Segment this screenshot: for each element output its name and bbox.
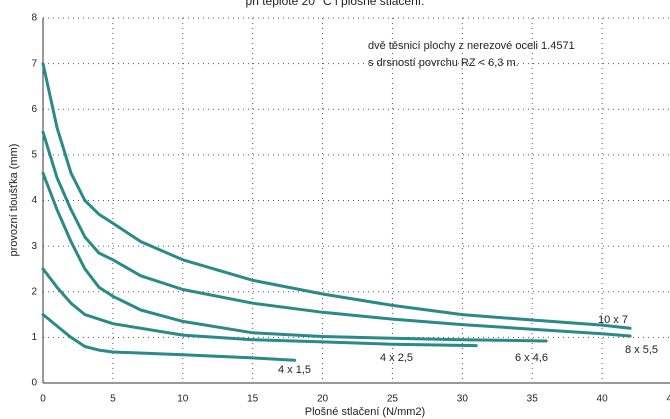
series-label: 10 x 7: [598, 314, 628, 326]
x-tick-label: 5: [110, 394, 116, 405]
y-axis-label: provozní tloušťka (mm): [8, 144, 20, 257]
x-tick-label: 10: [177, 394, 189, 405]
annotation: dvě těsnicí plochy z nerezové oceli 1.45…: [368, 40, 575, 52]
series-line: [41, 313, 297, 362]
y-tick-label: 8: [31, 13, 37, 24]
x-axis-label: Plošné stlačení (N/mm2): [305, 406, 425, 418]
x-tick-label: 35: [527, 394, 539, 405]
series-label: 4 x 1,5: [278, 364, 311, 376]
y-tick-label: 0: [31, 378, 37, 389]
y-tick-label: 1: [31, 332, 37, 343]
y-tick-label: 6: [31, 104, 37, 115]
x-tick-label: 45: [666, 394, 670, 405]
y-tick-label: 4: [31, 195, 37, 206]
x-tick-label: 15: [247, 394, 259, 405]
y-tick-label: 2: [31, 286, 37, 297]
y-tick-label: 7: [31, 58, 37, 69]
x-tick-label: 30: [457, 394, 469, 405]
x-tick-label: 0: [40, 394, 46, 405]
series-label: 8 x 5,5: [625, 344, 658, 356]
chart-title: při teplotě 20 °C i plošné stlačení.: [246, 0, 425, 8]
series-line: [41, 267, 478, 348]
y-tick-label: 5: [31, 150, 37, 161]
series-line: [41, 130, 632, 338]
y-tick-label: 3: [31, 241, 37, 252]
annotation: s drsností povrchu RZ < 6,3 m.: [368, 57, 519, 69]
x-tick-label: 40: [597, 394, 609, 405]
series-line: [41, 171, 548, 343]
x-tick-label: 25: [387, 394, 399, 405]
series-label: 4 x 2,5: [380, 352, 413, 364]
series-label: 6 x 4,6: [515, 352, 548, 364]
x-tick-label: 20: [317, 394, 329, 405]
series-line: [41, 62, 632, 330]
